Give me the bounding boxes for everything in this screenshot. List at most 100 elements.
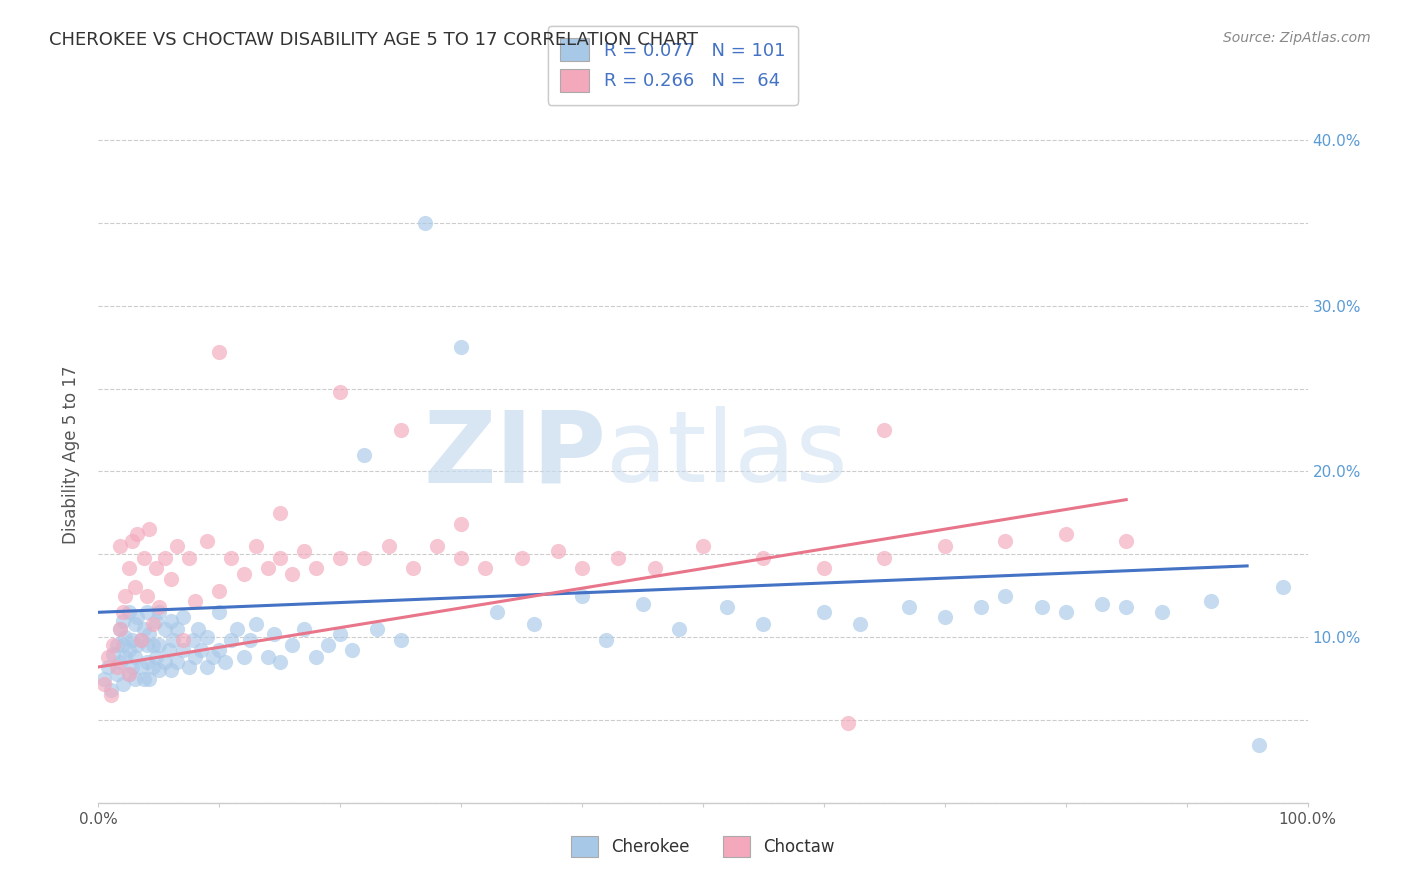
Point — [214, 655, 236, 669]
Point — [101, 639, 124, 653]
Point — [970, 600, 993, 615]
Point — [595, 633, 617, 648]
Point — [181, 633, 204, 648]
Point — [105, 666, 128, 681]
Point — [813, 560, 835, 574]
Point — [232, 567, 254, 582]
Point — [105, 639, 128, 653]
Point — [121, 633, 143, 648]
Point — [184, 593, 207, 607]
Point — [450, 550, 472, 565]
Point — [114, 589, 136, 603]
Point — [195, 660, 218, 674]
Point — [994, 534, 1017, 549]
Point — [269, 506, 291, 520]
Point — [157, 643, 180, 657]
Point — [124, 616, 146, 631]
Point — [226, 622, 249, 636]
Point — [160, 663, 183, 677]
Point — [607, 550, 630, 565]
Y-axis label: Disability Age 5 to 17: Disability Age 5 to 17 — [62, 366, 80, 544]
Legend: R = 0.077   N = 101, R = 0.266   N =  64: R = 0.077 N = 101, R = 0.266 N = 64 — [548, 26, 797, 104]
Point — [389, 633, 412, 648]
Point — [108, 622, 131, 636]
Text: atlas: atlas — [606, 407, 848, 503]
Point — [994, 589, 1017, 603]
Point — [118, 666, 141, 681]
Point — [366, 622, 388, 636]
Point — [474, 560, 496, 574]
Point — [124, 581, 146, 595]
Point — [142, 616, 165, 631]
Point — [138, 523, 160, 537]
Point — [118, 605, 141, 619]
Point — [153, 655, 176, 669]
Point — [292, 544, 315, 558]
Point — [752, 616, 775, 631]
Point — [101, 647, 124, 661]
Point — [162, 633, 184, 648]
Point — [111, 605, 134, 619]
Point — [752, 550, 775, 565]
Point — [153, 550, 176, 565]
Point — [135, 655, 157, 669]
Point — [208, 345, 231, 359]
Point — [377, 539, 399, 553]
Point — [269, 655, 291, 669]
Point — [129, 660, 152, 674]
Point — [172, 633, 194, 648]
Point — [135, 589, 157, 603]
Point — [127, 610, 149, 624]
Point — [353, 550, 375, 565]
Point — [121, 660, 143, 674]
Point — [450, 517, 472, 532]
Point — [129, 633, 152, 648]
Point — [135, 639, 157, 653]
Point — [813, 605, 835, 619]
Point — [153, 622, 176, 636]
Point — [1115, 600, 1137, 615]
Point — [166, 539, 188, 553]
Point — [202, 650, 225, 665]
Point — [134, 622, 156, 636]
Point — [118, 643, 141, 657]
Point — [179, 660, 201, 674]
Point — [172, 643, 194, 657]
Point — [1091, 597, 1114, 611]
Point — [172, 610, 194, 624]
Point — [108, 622, 131, 636]
Point — [1272, 581, 1295, 595]
Point — [148, 600, 170, 615]
Point — [329, 627, 352, 641]
Point — [129, 633, 152, 648]
Point — [148, 663, 170, 677]
Point — [127, 639, 149, 653]
Text: ZIP: ZIP — [423, 407, 606, 503]
Point — [232, 650, 254, 665]
Point — [166, 655, 188, 669]
Point — [305, 650, 328, 665]
Point — [114, 650, 136, 665]
Point — [329, 384, 352, 399]
Point — [145, 650, 167, 665]
Point — [1152, 605, 1174, 619]
Point — [111, 614, 134, 628]
Point — [111, 639, 134, 653]
Point — [292, 622, 315, 636]
Point — [142, 660, 165, 674]
Point — [121, 534, 143, 549]
Point — [305, 560, 328, 574]
Point — [1115, 534, 1137, 549]
Point — [208, 605, 231, 619]
Point — [547, 544, 569, 558]
Point — [873, 423, 896, 437]
Point — [245, 616, 267, 631]
Point — [97, 660, 120, 674]
Point — [510, 550, 533, 565]
Point — [668, 622, 690, 636]
Point — [523, 616, 546, 631]
Point — [256, 560, 278, 574]
Point — [281, 639, 304, 653]
Point — [329, 550, 352, 565]
Point — [571, 589, 593, 603]
